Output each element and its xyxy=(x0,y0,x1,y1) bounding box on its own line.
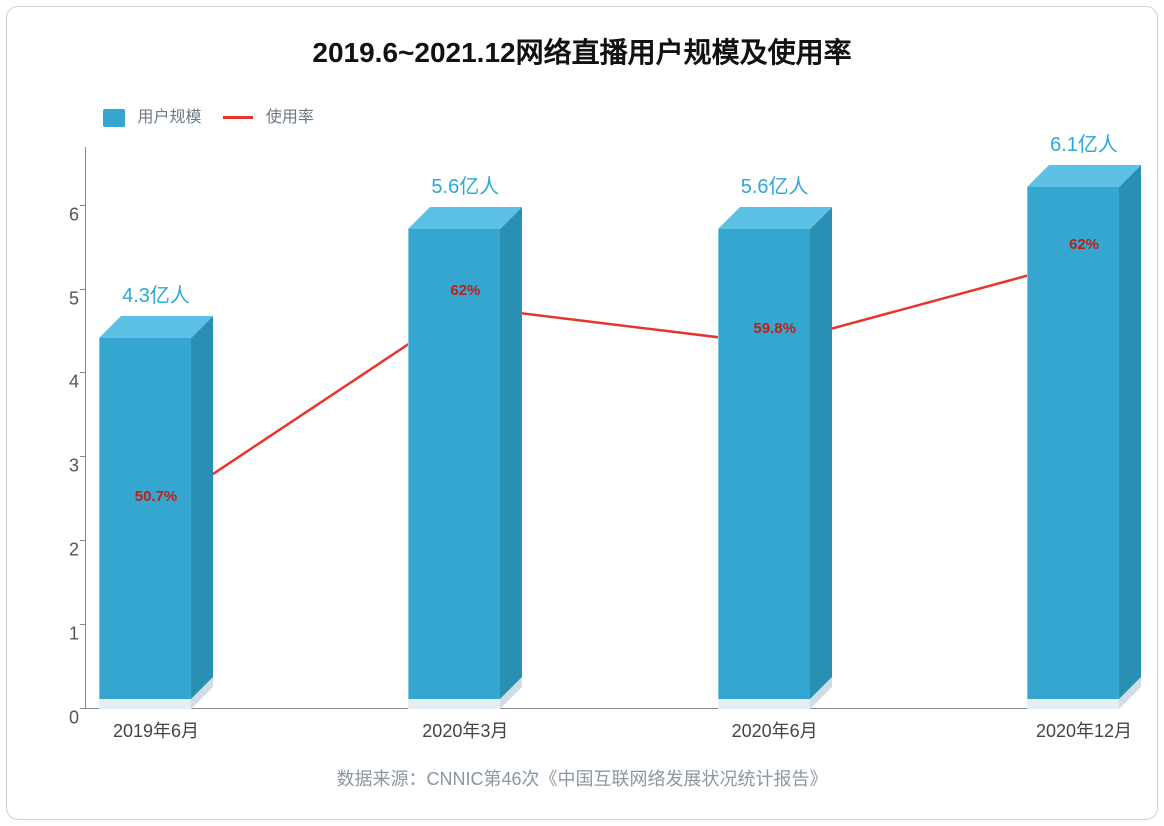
plot-area: 01234564.3亿人2019年6月5.6亿人2020年3月5.6亿人2020… xyxy=(85,147,1113,709)
bar-value-label: 6.1亿人 xyxy=(1050,128,1118,157)
bar-value-label: 5.6亿人 xyxy=(431,170,499,199)
y-tick-mark xyxy=(80,624,85,625)
y-tick-label: 1 xyxy=(43,624,79,645)
y-tick-mark xyxy=(80,289,85,290)
line-value-label: 50.7% xyxy=(135,488,178,505)
source-text: 数据来源：CNNIC第46次《中国互联网络发展状况统计报告》 xyxy=(7,765,1157,791)
usage-rate-line xyxy=(156,260,1084,512)
legend-item-line: 使用率 xyxy=(223,103,313,127)
y-tick-label: 0 xyxy=(43,708,79,729)
x-tick-label: 2019年6月 xyxy=(113,717,199,743)
line-value-label: 62% xyxy=(1069,236,1099,253)
bar-value-label: 5.6亿人 xyxy=(741,170,809,199)
y-tick-mark xyxy=(80,205,85,206)
y-tick-mark xyxy=(80,708,85,709)
y-tick-label: 6 xyxy=(43,204,79,225)
legend-item-bar: 用户规模 xyxy=(103,103,201,127)
chart-title: 2019.6~2021.12网络直播用户规模及使用率 xyxy=(7,7,1157,71)
legend-swatch-line xyxy=(223,116,253,119)
bar xyxy=(718,207,832,709)
line-value-label: 59.8% xyxy=(753,320,796,337)
bar-value-label: 4.3亿人 xyxy=(122,279,190,308)
line-value-label: 62% xyxy=(450,283,480,300)
legend-label-line: 使用率 xyxy=(266,109,314,126)
y-axis xyxy=(85,147,86,709)
y-tick-mark xyxy=(80,456,85,457)
y-tick-label: 5 xyxy=(43,288,79,309)
y-tick-label: 4 xyxy=(43,372,79,393)
bar xyxy=(99,316,213,709)
legend-label-bar: 用户规模 xyxy=(137,109,201,126)
chart-card: 2019.6~2021.12网络直播用户规模及使用率 用户规模 使用率 0123… xyxy=(6,6,1158,820)
y-tick-label: 2 xyxy=(43,540,79,561)
y-tick-mark xyxy=(80,372,85,373)
line-series xyxy=(85,147,1113,709)
x-tick-label: 2020年12月 xyxy=(1036,717,1132,743)
legend-swatch-bar xyxy=(103,109,125,127)
y-tick-label: 3 xyxy=(43,456,79,477)
x-tick-label: 2020年6月 xyxy=(732,717,818,743)
x-tick-label: 2020年3月 xyxy=(422,717,508,743)
legend: 用户规模 使用率 xyxy=(103,103,314,127)
x-axis xyxy=(85,708,1113,710)
y-tick-mark xyxy=(80,540,85,541)
